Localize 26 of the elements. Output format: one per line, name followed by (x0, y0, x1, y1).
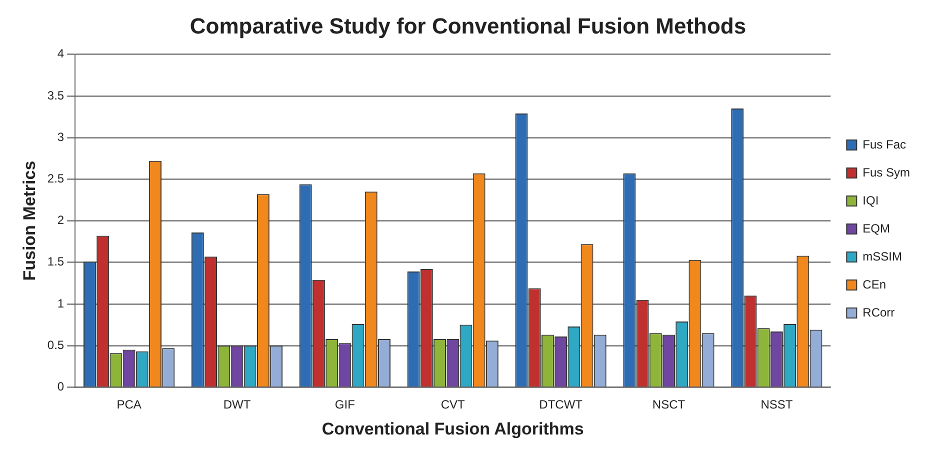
x-tick-label: DWT (223, 398, 252, 412)
x-axis-title: Conventional Fusion Algorithms (322, 419, 584, 438)
y-tick-label: 1 (57, 296, 64, 310)
legend-label: CEn (862, 277, 886, 292)
legend-label: RCorr (862, 305, 895, 320)
x-tick-label: GIF (334, 398, 355, 412)
legend-label: EQM (862, 221, 890, 236)
y-axis-title: Fusion Metrics (20, 160, 39, 281)
chart-title: Comparative Study for Conventional Fusion Methods (190, 13, 746, 38)
x-tick-label: CVT (440, 398, 466, 412)
y-tick-label: 2 (57, 213, 64, 228)
y-tick-label: 4 (57, 46, 64, 61)
legend-label: IQI (862, 193, 879, 208)
y-tick-label: 0.5 (47, 338, 64, 352)
x-tick-label: DTCWT (539, 398, 584, 412)
legend-label: mSSIM (862, 249, 902, 264)
legend-label: Fus Sym (862, 165, 910, 180)
x-tick-label: NSST (760, 398, 794, 412)
y-tick-label: 1.5 (47, 254, 64, 269)
y-tick-label: 0 (57, 380, 64, 394)
y-tick-label: 3.5 (47, 88, 64, 102)
x-tick-label: NSCT (652, 398, 686, 412)
x-tick-label: PCA (116, 398, 142, 412)
y-tick-label: 2.5 (47, 172, 64, 186)
legend-label: Fus Fac (862, 137, 906, 152)
y-tick-label: 3 (57, 130, 64, 144)
